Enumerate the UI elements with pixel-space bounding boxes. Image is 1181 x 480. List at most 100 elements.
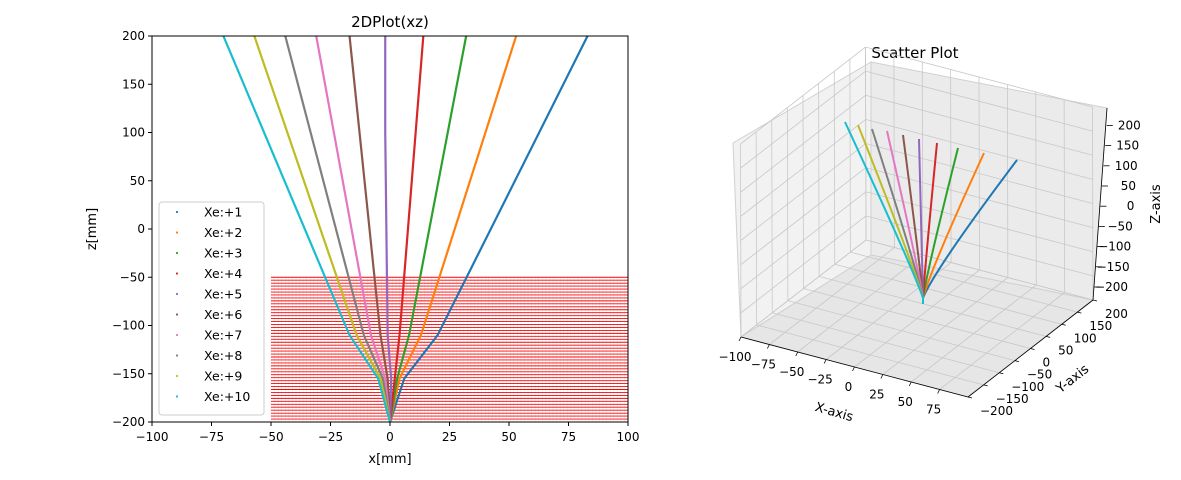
x-tick-3d bbox=[767, 344, 770, 349]
legend-label: Xe:+9 bbox=[204, 369, 242, 384]
y-tick-label-2d: 0 bbox=[137, 222, 145, 236]
z-ticks-3d: −200 −150 −100 −50 0 50 100 150 200 bbox=[1094, 118, 1141, 294]
grid-line bbox=[740, 46, 1093, 145]
x-tick-label-2d: 0 bbox=[386, 430, 394, 444]
x-tick-3d bbox=[852, 366, 855, 372]
legend-box bbox=[158, 201, 265, 416]
grid-line bbox=[787, 300, 1015, 362]
x-tick-label-2d: 25 bbox=[442, 430, 457, 444]
grid-line bbox=[740, 215, 1094, 314]
z-tick-label-3d: −50 bbox=[1107, 219, 1132, 233]
y-tick-label-3d: −200 bbox=[980, 404, 1013, 418]
legend: Xe:+1 Xe:+2 Xe:+3 Xe:+4 Xe:+5 Xe:+6 Xe:+7 Xe:+8… bbox=[158, 201, 265, 416]
grid-line bbox=[740, 239, 1094, 338]
x-ticks-3d: −100−75−50−25 0 25 50 75 bbox=[719, 336, 941, 417]
z-tick-label-3d: −150 bbox=[1097, 260, 1130, 274]
y-tick-3d bbox=[1092, 299, 1098, 302]
trajectory-3d-xe-10 bbox=[844, 121, 924, 304]
grid-line bbox=[740, 118, 1093, 217]
x-tick-label-2d: 100 bbox=[617, 430, 640, 444]
y-tick-label-3d: 150 bbox=[1089, 319, 1112, 333]
plot-2d-ylabel: z[mm] bbox=[85, 208, 100, 250]
y-tick-3d bbox=[1046, 335, 1051, 338]
z-tick-label-3d: 0 bbox=[1127, 199, 1135, 213]
y-tick-label-2d: 50 bbox=[130, 174, 145, 188]
x-tick-label-2d: −25 bbox=[318, 430, 343, 444]
legend-label: Xe:+8 bbox=[204, 348, 242, 363]
grid-line bbox=[772, 312, 1000, 374]
x-tick-label-3d: 0 bbox=[845, 380, 853, 394]
x-tick-3d bbox=[937, 389, 940, 394]
z-tick-label-3d: −200 bbox=[1095, 280, 1128, 294]
trajectory-xe-5 bbox=[384, 36, 393, 423]
plot-3d-title: Scatter Plot bbox=[871, 44, 958, 62]
legend-label: Xe:+7 bbox=[204, 328, 242, 343]
y-tick-label-2d: −200 bbox=[112, 415, 145, 429]
grid-line bbox=[756, 324, 984, 386]
plot-2d-title: 2DPlot(xz) bbox=[351, 13, 429, 31]
grid-3d bbox=[740, 46, 1094, 398]
trajectory-xe-7 bbox=[315, 35, 392, 423]
y-tick-3d bbox=[1077, 311, 1082, 314]
y-tick-3d bbox=[1014, 360, 1019, 363]
y-tick-label-2d: −50 bbox=[120, 270, 145, 284]
legend-marker bbox=[175, 354, 179, 357]
legend-label: Xe:+10 bbox=[204, 389, 250, 404]
y-tick-label-3d: −100 bbox=[1011, 380, 1044, 394]
series-2d bbox=[222, 35, 589, 423]
z-tick-label-3d: −100 bbox=[1098, 240, 1131, 254]
x-tick-3d bbox=[738, 336, 742, 342]
legend-label: Xe:+3 bbox=[204, 246, 242, 261]
grid-line bbox=[850, 251, 1078, 313]
y-tick-3d bbox=[999, 372, 1004, 375]
z-tick-label-3d: 200 bbox=[1118, 118, 1141, 132]
trajectory-xe-3 bbox=[388, 35, 468, 423]
y-tick-label-2d: 150 bbox=[122, 77, 145, 91]
y-tick-3d bbox=[1061, 323, 1066, 326]
y-tick-label-2d: −100 bbox=[112, 319, 145, 333]
x-tick-label-3d: −75 bbox=[751, 358, 776, 372]
z-tick-label-3d: 50 bbox=[1121, 179, 1136, 193]
legend-marker bbox=[175, 210, 179, 214]
x-tick-label-3d: 50 bbox=[898, 395, 913, 409]
z-axis-line bbox=[1092, 107, 1108, 301]
x-tick-label-2d: 50 bbox=[501, 430, 516, 444]
legend-label: Xe:+4 bbox=[204, 266, 242, 281]
y-tick-label-2d: −150 bbox=[112, 367, 145, 381]
z-tick-label-3d: 150 bbox=[1116, 139, 1139, 153]
trajectory-xe-4 bbox=[388, 35, 425, 423]
x-ticks-2d: −100 −75 −50 −25 0 25 50 75 100 bbox=[136, 422, 640, 444]
legend-marker bbox=[175, 231, 179, 234]
legend-marker bbox=[175, 333, 179, 337]
legend-marker bbox=[175, 292, 179, 296]
y-tick-label-3d: 0 bbox=[1043, 356, 1051, 370]
x-tick-label-2d: −75 bbox=[199, 430, 224, 444]
trajectory-xe-2 bbox=[388, 35, 518, 423]
plot-3d-xlabel: X-axis bbox=[813, 400, 855, 425]
plot-2d-xz: 2DPlot(xz) −100 −75 −50 −25 0 25 50 75 100 −200−… bbox=[85, 13, 639, 467]
y-tick-3d bbox=[983, 384, 988, 387]
x-tick-label-3d: −100 bbox=[719, 350, 752, 364]
grid-line bbox=[740, 191, 1093, 290]
series-3d bbox=[844, 121, 1018, 304]
trajectory-xe-9 bbox=[253, 35, 392, 423]
grid-line bbox=[740, 94, 1093, 193]
x-tick-label-3d: 75 bbox=[926, 403, 941, 417]
x-tick-label-3d: −25 bbox=[807, 373, 832, 387]
y-ticks-2d: −200 −150 −100 −50 0 50 100 150 200 bbox=[112, 29, 152, 429]
x-tick-label-2d: −50 bbox=[258, 430, 283, 444]
x-tick-3d bbox=[908, 381, 912, 387]
legend-marker bbox=[175, 251, 179, 255]
legend-label: Xe:+1 bbox=[204, 205, 242, 220]
grid-line bbox=[740, 70, 1093, 169]
y-tick-label-2d: 200 bbox=[122, 29, 145, 43]
y-tick-label-3d: −150 bbox=[996, 392, 1029, 406]
legend-label: Xe:+2 bbox=[204, 225, 242, 240]
legend-marker bbox=[175, 272, 179, 275]
legend-marker bbox=[175, 313, 179, 316]
x-tick-3d bbox=[795, 351, 799, 357]
y-tick-label-3d: 200 bbox=[1105, 307, 1128, 321]
y-tick-label-3d: 50 bbox=[1058, 343, 1073, 357]
